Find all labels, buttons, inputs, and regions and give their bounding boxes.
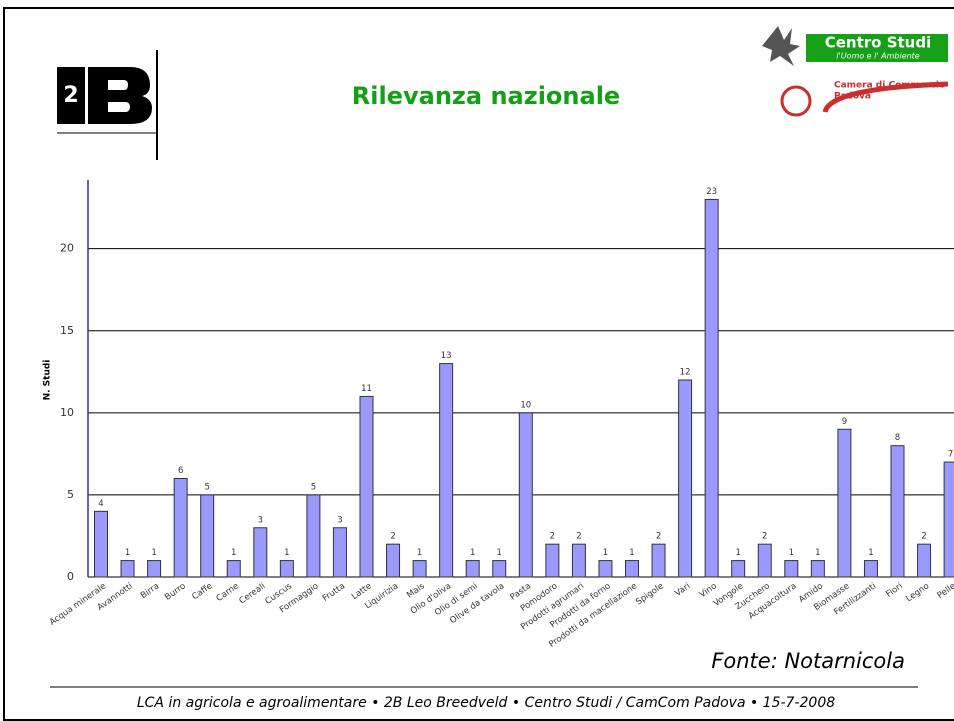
value-label: 7 — [948, 450, 953, 460]
bar — [227, 561, 240, 577]
value-label: 12 — [680, 368, 691, 378]
bar — [387, 544, 400, 577]
x-tick-label: Burro — [163, 581, 188, 602]
bar — [918, 544, 931, 577]
brand-emblem — [762, 26, 800, 66]
value-label: 10 — [520, 400, 531, 410]
value-label: 23 — [706, 187, 717, 197]
bar — [333, 528, 346, 577]
bar — [466, 561, 479, 577]
value-label: 1 — [815, 548, 820, 558]
value-label: 4 — [98, 499, 103, 509]
value-label: 1 — [151, 548, 156, 558]
x-tick-label: Frutta — [321, 581, 347, 604]
y-tick-label: 15 — [60, 324, 74, 337]
bar — [307, 495, 320, 577]
x-tick-label: Spigole — [634, 581, 665, 607]
value-label: 2 — [550, 532, 555, 542]
value-label: 6 — [178, 466, 183, 476]
slide: 2 Rilevanza nazionale Centro Studi l'Uom… — [0, 0, 954, 721]
x-tick-label: Vari — [673, 581, 692, 599]
value-label: 1 — [629, 548, 634, 558]
bar — [413, 561, 426, 577]
bar — [360, 396, 373, 577]
bar — [811, 561, 824, 577]
bar — [148, 561, 161, 577]
value-label: 2 — [576, 532, 581, 542]
value-label: 2 — [762, 532, 767, 542]
chamber-emblem — [782, 87, 810, 115]
bar — [572, 544, 585, 577]
bar — [705, 199, 718, 577]
x-tick-label: Caffe — [190, 581, 214, 602]
chamber-name: Camera di Commercio — [834, 81, 945, 91]
x-tick-label: Legno — [904, 581, 931, 604]
bar — [864, 561, 877, 577]
value-label: 3 — [258, 515, 263, 525]
slide-title: Rilevanza nazionale — [352, 82, 620, 110]
y-tick-label: 20 — [60, 242, 74, 255]
bar — [599, 561, 612, 577]
value-label: 1 — [735, 548, 740, 558]
value-label: 1 — [417, 548, 422, 558]
x-tick-label: Cereali — [237, 581, 267, 606]
bar — [95, 511, 108, 577]
value-label: 1 — [868, 548, 873, 558]
page: {"header": {"logo": "2", "title": "Rilev… — [0, 0, 954, 721]
bar — [891, 446, 904, 577]
value-label: 3 — [337, 515, 342, 525]
y-tick-label: 5 — [67, 488, 74, 501]
value-label: 2 — [921, 532, 926, 542]
bar — [493, 561, 506, 577]
bar — [546, 544, 559, 577]
bar — [174, 479, 187, 578]
bar — [785, 561, 798, 577]
value-label: 1 — [125, 548, 130, 558]
value-label: 11 — [361, 384, 372, 394]
bar — [440, 364, 453, 577]
value-label: 9 — [842, 417, 847, 427]
value-label: 1 — [789, 548, 794, 558]
value-label: 1 — [603, 548, 608, 558]
bar — [280, 561, 293, 577]
value-label: 1 — [284, 548, 289, 558]
bar — [679, 380, 692, 577]
bar — [758, 544, 771, 577]
footer: LCA in agricola e agroalimentare • 2B Le… — [137, 695, 835, 711]
value-label: 1 — [231, 548, 236, 558]
value-label: 5 — [204, 482, 209, 492]
x-tick-label: Birra — [139, 581, 161, 601]
bar — [519, 413, 532, 577]
source: Fonte: Notarnicola — [711, 649, 905, 673]
bar — [626, 561, 639, 577]
value-label: 5 — [311, 482, 316, 492]
bar — [201, 495, 214, 577]
y-tick-label: 0 — [67, 570, 74, 583]
chamber-city: Padova — [834, 92, 871, 102]
bar — [121, 561, 134, 577]
x-tick-label: Fiori — [884, 581, 904, 599]
logo-number: 2 — [63, 83, 78, 108]
bar — [652, 544, 665, 577]
bar — [254, 528, 267, 577]
value-label: 2 — [656, 532, 661, 542]
value-label: 1 — [497, 548, 502, 558]
x-tick-label: Pelle — [936, 581, 954, 601]
value-label: 1 — [470, 548, 475, 558]
x-tick-label: Carne — [215, 581, 241, 604]
bar — [944, 462, 954, 577]
bar — [732, 561, 745, 577]
bar — [838, 429, 851, 577]
value-label: 2 — [390, 532, 395, 542]
y-tick-label: 10 — [60, 406, 74, 419]
brand-tagline: l'Uomo e l' Ambiente — [836, 52, 920, 61]
value-label: 8 — [895, 433, 900, 443]
logo-b — [88, 67, 152, 124]
value-label: 13 — [441, 351, 452, 361]
brand-name: Centro Studi — [825, 34, 932, 52]
y-axis-label: N. Studi — [43, 360, 53, 401]
